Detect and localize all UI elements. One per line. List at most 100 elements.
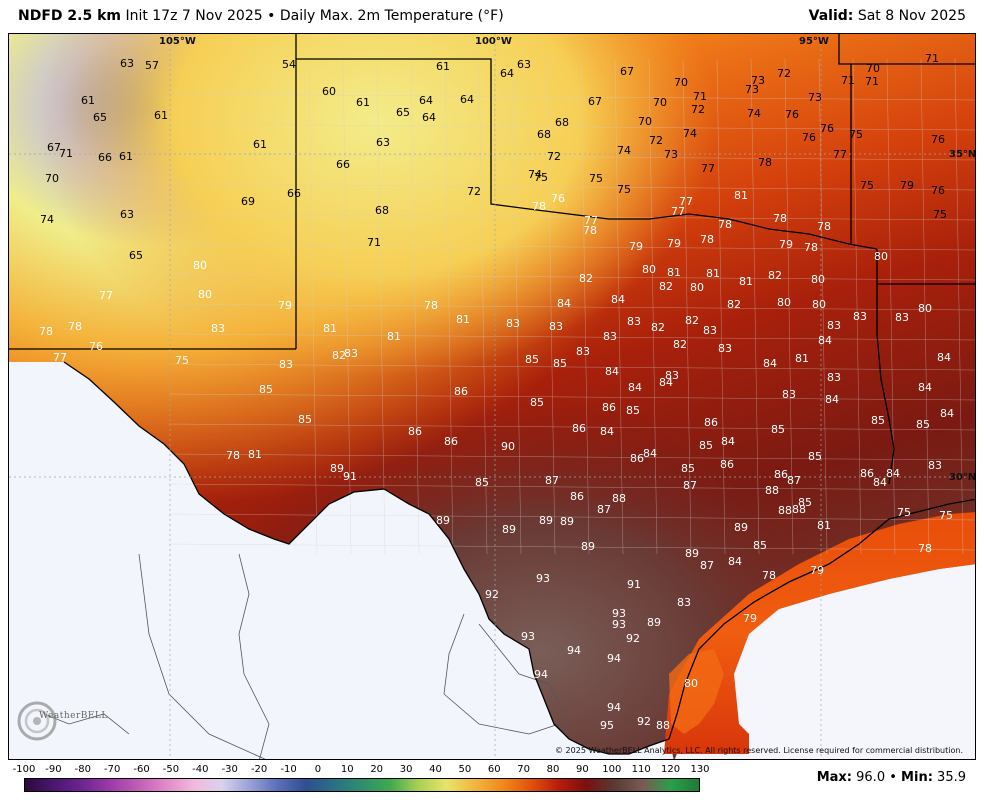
colorbar-tick-label: -20: [250, 764, 268, 775]
temperature-label: 95: [600, 719, 614, 732]
temperature-label: 87: [700, 559, 714, 572]
temperature-label: 89: [436, 514, 450, 527]
temperature-label: 84: [721, 435, 735, 448]
temperature-label: 89: [581, 540, 595, 553]
valid-label: Valid:: [808, 8, 854, 24]
temperature-label: 91: [343, 470, 357, 483]
temperature-label: 81: [248, 448, 262, 461]
temperature-label: 72: [777, 67, 791, 80]
colorbar-tick-label: -40: [192, 764, 209, 775]
temperature-label: 75: [617, 183, 631, 196]
temperature-label: 83: [853, 310, 867, 323]
temperature-label: 74: [683, 127, 697, 140]
temperature-label: 82: [659, 280, 673, 293]
temperature-label: 63: [120, 208, 134, 221]
temperature-label: 85: [699, 439, 713, 452]
temperature-label: 83: [665, 369, 679, 382]
temperature-label: 94: [534, 668, 548, 681]
temperature-label: 84: [940, 407, 954, 420]
temperature-label: 66: [287, 187, 301, 200]
temperature-label: 87: [683, 479, 697, 492]
temperature-label: 80: [642, 263, 656, 276]
min-value: 35.9: [937, 770, 966, 785]
temperature-label: 83: [549, 320, 563, 333]
temperature-label: 68: [537, 128, 551, 141]
temperature-label: 83: [718, 342, 732, 355]
temperature-label: 82: [651, 321, 665, 334]
temperature-label: 86: [860, 467, 874, 480]
latitude-label-35n: 35°N: [949, 149, 976, 160]
max-label: Max:: [816, 770, 852, 785]
logo-text: WeatherBELL: [39, 711, 108, 721]
temperature-label: 77: [99, 289, 113, 302]
temperature-label: 68: [375, 204, 389, 217]
temperature-label: 80: [812, 298, 826, 311]
temperature-label: 78: [762, 569, 776, 582]
temperature-label: 76: [785, 108, 799, 121]
temperature-label: 84: [918, 381, 932, 394]
temperature-label: 81: [734, 189, 748, 202]
temperature-label: 68: [555, 116, 569, 129]
temperature-label: 85: [753, 539, 767, 552]
temperature-label: 84: [659, 376, 673, 389]
temperature-label: 79: [743, 612, 757, 625]
temperature-label: 78: [718, 218, 732, 231]
temperature-label: 88: [612, 492, 626, 505]
product-name: NDFD 2.5 km: [18, 8, 121, 24]
temperature-label: 88: [792, 503, 806, 516]
temperature-label: 80: [690, 281, 704, 294]
temperature-label: 91: [627, 578, 641, 591]
temperature-label: 67: [47, 141, 61, 154]
temperature-label: 82: [685, 314, 699, 327]
temperature-label: 76: [931, 133, 945, 146]
temperature-label: 63: [517, 58, 531, 71]
temperature-label: 70: [638, 115, 652, 128]
temperature-label: 80: [918, 302, 932, 315]
temperature-label: 72: [467, 185, 481, 198]
temperature-label: 84: [611, 293, 625, 306]
temperature-label: 78: [918, 542, 932, 555]
temperature-label: 81: [817, 519, 831, 532]
temperature-label: 83: [827, 371, 841, 384]
temperature-label: 83: [279, 358, 293, 371]
colorbar-tick-label: 130: [690, 764, 710, 775]
colorbar-ticks: -100 -90 -80 -70 -60 -50 -40 -30 -20 -10 0 10 20 30 40…: [10, 764, 710, 778]
temperature-label: 77: [53, 351, 67, 364]
temperature-label: 84: [763, 357, 777, 370]
temperature-label: 93: [536, 572, 550, 585]
temperature-label: 78: [532, 200, 546, 213]
temperature-label: 86: [570, 490, 584, 503]
temperature-label: 80: [193, 259, 207, 272]
temperature-label: 63: [376, 136, 390, 149]
temperature-label: 76: [931, 184, 945, 197]
temperature-map[interactable]: 105°W 100°W 95°W 35°N 30°N 63 57 54 61 64 63 6…: [8, 33, 976, 760]
temperature-label: 70: [653, 96, 667, 109]
temperature-label: 86: [572, 422, 586, 435]
temperature-label: 83: [344, 347, 358, 360]
temperature-label: 88: [656, 719, 670, 732]
temperature-label: 65: [396, 106, 410, 119]
valid-date: Sat 8 Nov 2025: [857, 8, 966, 24]
temperature-label: 83: [827, 319, 841, 332]
temperature-label: 54: [282, 58, 296, 71]
temperature-label: 89: [647, 616, 661, 629]
temperature-label: 71: [693, 90, 707, 103]
temperature-label: 86: [774, 468, 788, 481]
temperature-label: 87: [545, 474, 559, 487]
temperature-label: 75: [897, 506, 911, 519]
colorbar-tick-label: 60: [487, 764, 501, 775]
temperature-label: 83: [603, 330, 617, 343]
temperature-label: 89: [560, 515, 574, 528]
temperature-label: 65: [129, 249, 143, 262]
temperature-label: 94: [607, 701, 621, 714]
temperature-label: 85: [871, 414, 885, 427]
temperature-label: 75: [175, 354, 189, 367]
colorbar-tick-label: 110: [631, 764, 651, 775]
temperature-label: 78: [68, 320, 82, 333]
temperature-label: 93: [612, 618, 626, 631]
colorbar-tick-label: 90: [576, 764, 589, 775]
longitude-label-95w: 95°W: [799, 36, 829, 47]
init-time: Init 17z 7 Nov 2025: [125, 8, 263, 24]
colorbar-tick-label: -90: [45, 764, 62, 775]
temperature-label: 76: [820, 122, 834, 135]
